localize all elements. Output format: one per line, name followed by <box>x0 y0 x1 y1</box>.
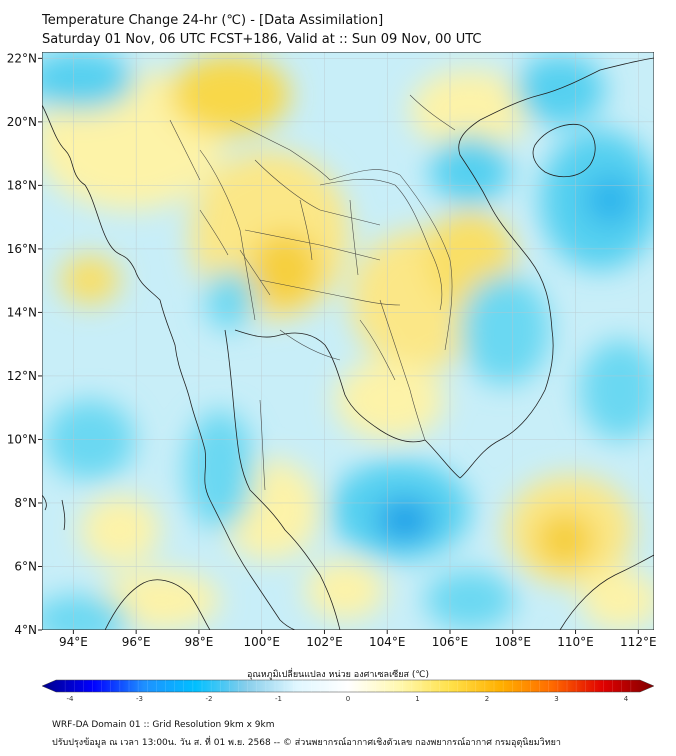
colorbar-tick-label: -2 <box>206 695 213 703</box>
lon-label: 110°E <box>557 635 594 649</box>
lon-label: 102°E <box>306 635 343 649</box>
lat-label: 8°N <box>14 496 37 510</box>
lat-label: 20°N <box>7 115 37 129</box>
temperature-field <box>42 52 654 630</box>
colorbar-tick-label: 3 <box>554 695 558 703</box>
map-subtitle: Saturday 01 Nov, 06 UTC FCST+186, Valid … <box>42 32 482 47</box>
map-title: Temperature Change 24-hr (℃) - [Data Ass… <box>42 13 384 28</box>
lon-label: 100°E <box>243 635 280 649</box>
colorbar: -4 -3 -2 -1 0 1 2 3 4 <box>41 679 655 703</box>
colorbar-tick-label: -3 <box>136 695 143 703</box>
lat-label: 16°N <box>7 242 37 256</box>
colorbar-title: อุณหภูมิเปลี่ยนแปลง หน่วย องศาเซลเซียส (… <box>246 670 430 680</box>
lat-label: 14°N <box>7 305 37 319</box>
lon-label: 112°E <box>620 635 657 649</box>
latitude-labels: 22°N 20°N 18°N 16°N 14°N 12°N 10°N 8°N 6°N 4°N <box>7 51 42 637</box>
lon-label: 98°E <box>184 635 213 649</box>
lon-label: 106°E <box>432 635 469 649</box>
lon-label: 104°E <box>369 635 406 649</box>
lat-label: 4°N <box>14 623 37 637</box>
lat-label: 6°N <box>14 559 37 573</box>
colorbar-tick-label: 2 <box>485 695 489 703</box>
colorbar-tick-label: 1 <box>415 695 419 703</box>
lon-label: 108°E <box>495 635 532 649</box>
footer-model-info: WRF-DA Domain 01 :: Grid Resolution 9km … <box>52 720 275 730</box>
longitude-labels: 94°E 96°E 98°E 100°E 102°E 104°E 106°E 108°E 110… <box>59 630 657 649</box>
coastlines <box>42 57 654 630</box>
colorbar-tick-label: -1 <box>275 695 282 703</box>
footer-credit: ปรับปรุงข้อมูล ณ เวลา 13:00น. วัน ส. ที่… <box>52 738 561 748</box>
colorbar-tick-label: 0 <box>346 695 350 703</box>
lon-label: 96°E <box>122 635 151 649</box>
lat-label: 22°N <box>7 51 37 65</box>
lat-label: 18°N <box>7 178 37 192</box>
colorbar-tick-label: -4 <box>67 695 75 703</box>
lat-label: 10°N <box>7 432 37 446</box>
lon-label: 94°E <box>59 635 88 649</box>
colorbar-tick-label: 4 <box>624 695 629 703</box>
country-borders <box>169 94 456 491</box>
map-gridlines <box>42 52 654 630</box>
lat-label: 12°N <box>7 369 37 383</box>
